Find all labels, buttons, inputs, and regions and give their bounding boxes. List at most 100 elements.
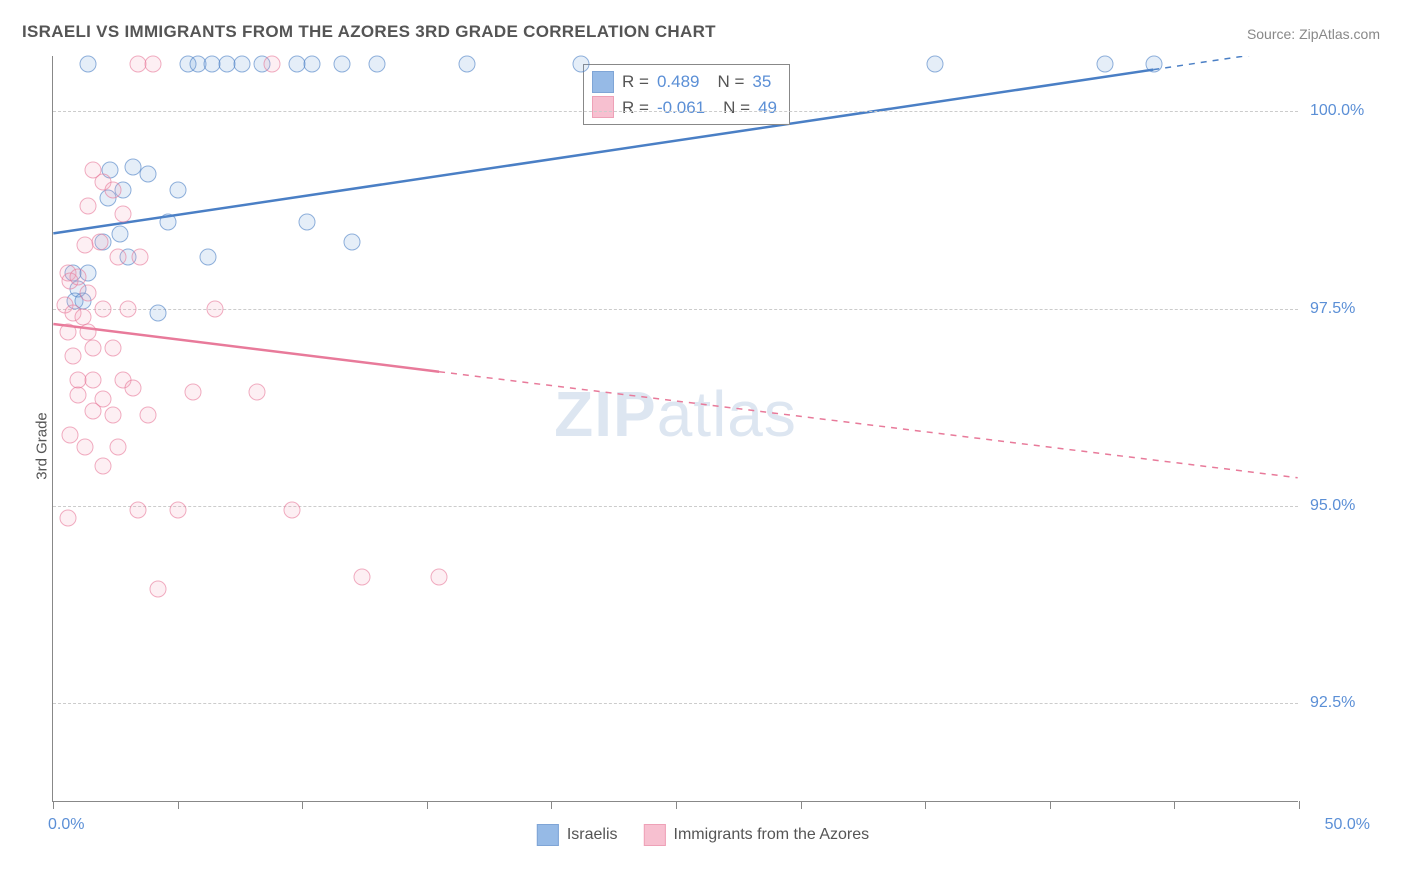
data-point	[1096, 55, 1113, 72]
data-point	[132, 249, 149, 266]
data-point	[184, 383, 201, 400]
n-label-2: N =	[723, 95, 750, 121]
data-point	[64, 347, 81, 364]
legend-item-1: Israelis	[537, 824, 618, 846]
watermark-atlas: atlas	[657, 378, 797, 450]
data-point	[124, 379, 141, 396]
x-tick	[925, 801, 926, 809]
y-tick-label: 95.0%	[1310, 497, 1390, 515]
data-point	[234, 55, 251, 72]
data-point	[129, 501, 146, 518]
data-point	[104, 182, 121, 199]
n-value-1: 35	[752, 69, 771, 95]
r-label-1: R =	[622, 69, 649, 95]
data-point	[1146, 55, 1163, 72]
plot-area: ZIPatlas R = 0.489 N = 35 R = -0.061 N =…	[52, 56, 1298, 802]
data-point	[458, 55, 475, 72]
watermark: ZIPatlas	[554, 377, 797, 451]
data-point	[249, 383, 266, 400]
data-point	[69, 387, 86, 404]
x-tick	[676, 801, 677, 809]
y-axis-title: 3rd Grade	[33, 412, 50, 480]
x-tick	[178, 801, 179, 809]
legend-swatch-1	[537, 824, 559, 846]
data-point	[62, 426, 79, 443]
y-tick-label: 100.0%	[1310, 102, 1390, 120]
data-point	[139, 166, 156, 183]
x-tick	[1299, 801, 1300, 809]
legend-label-2: Immigrants from the Azores	[674, 826, 870, 844]
data-point	[149, 304, 166, 321]
data-point	[169, 501, 186, 518]
x-tick	[1050, 801, 1051, 809]
data-point	[199, 249, 216, 266]
gridline	[53, 506, 1298, 507]
data-point	[119, 300, 136, 317]
data-point	[84, 340, 101, 357]
x-tick	[551, 801, 552, 809]
stats-legend: R = 0.489 N = 35 R = -0.061 N = 49	[583, 64, 790, 125]
data-point	[94, 300, 111, 317]
gridline	[53, 111, 1298, 112]
data-point	[144, 55, 161, 72]
n-label-1: N =	[717, 69, 744, 95]
data-point	[104, 340, 121, 357]
source-label: Source: ZipAtlas.com	[1247, 26, 1380, 42]
x-tick	[302, 801, 303, 809]
data-point	[112, 225, 129, 242]
data-point	[109, 249, 126, 266]
data-point	[264, 55, 281, 72]
chart-title: ISRAELI VS IMMIGRANTS FROM THE AZORES 3R…	[22, 22, 716, 42]
data-point	[79, 55, 96, 72]
x-axis-min-label: 0.0%	[48, 816, 84, 834]
data-point	[149, 580, 166, 597]
data-point	[104, 407, 121, 424]
stats-row-2: R = -0.061 N = 49	[592, 95, 777, 121]
x-axis-max-label: 50.0%	[1325, 816, 1370, 834]
data-point	[159, 213, 176, 230]
data-point	[334, 55, 351, 72]
data-point	[84, 403, 101, 420]
data-point	[79, 324, 96, 341]
data-point	[139, 407, 156, 424]
x-tick	[53, 801, 54, 809]
r-label-2: R =	[622, 95, 649, 121]
swatch-series-1	[592, 71, 614, 93]
data-point	[79, 197, 96, 214]
data-point	[354, 569, 371, 586]
data-point	[344, 233, 361, 250]
data-point	[169, 182, 186, 199]
data-point	[59, 509, 76, 526]
y-tick-label: 92.5%	[1310, 694, 1390, 712]
data-point	[431, 569, 448, 586]
gridline	[53, 309, 1298, 310]
data-point	[109, 438, 126, 455]
n-value-2: 49	[758, 95, 777, 121]
swatch-series-2	[592, 96, 614, 118]
data-point	[927, 55, 944, 72]
data-point	[368, 55, 385, 72]
data-point	[299, 213, 316, 230]
data-point	[77, 438, 94, 455]
data-point	[74, 308, 91, 325]
y-tick-label: 97.5%	[1310, 300, 1390, 318]
chart-container: ISRAELI VS IMMIGRANTS FROM THE AZORES 3R…	[0, 0, 1406, 892]
trend-lines	[53, 56, 1298, 801]
r-value-2: -0.061	[657, 95, 705, 121]
data-point	[92, 233, 109, 250]
data-point	[114, 205, 131, 222]
data-point	[94, 458, 111, 475]
data-point	[284, 501, 301, 518]
series-legend: Israelis Immigrants from the Azores	[537, 824, 869, 846]
data-point	[59, 324, 76, 341]
stats-row-1: R = 0.489 N = 35	[592, 69, 777, 95]
data-point	[79, 284, 96, 301]
x-tick	[1174, 801, 1175, 809]
data-point	[69, 269, 86, 286]
r-value-1: 0.489	[657, 69, 700, 95]
data-point	[304, 55, 321, 72]
data-point	[573, 55, 590, 72]
legend-item-2: Immigrants from the Azores	[644, 824, 870, 846]
data-point	[206, 300, 223, 317]
legend-swatch-2	[644, 824, 666, 846]
